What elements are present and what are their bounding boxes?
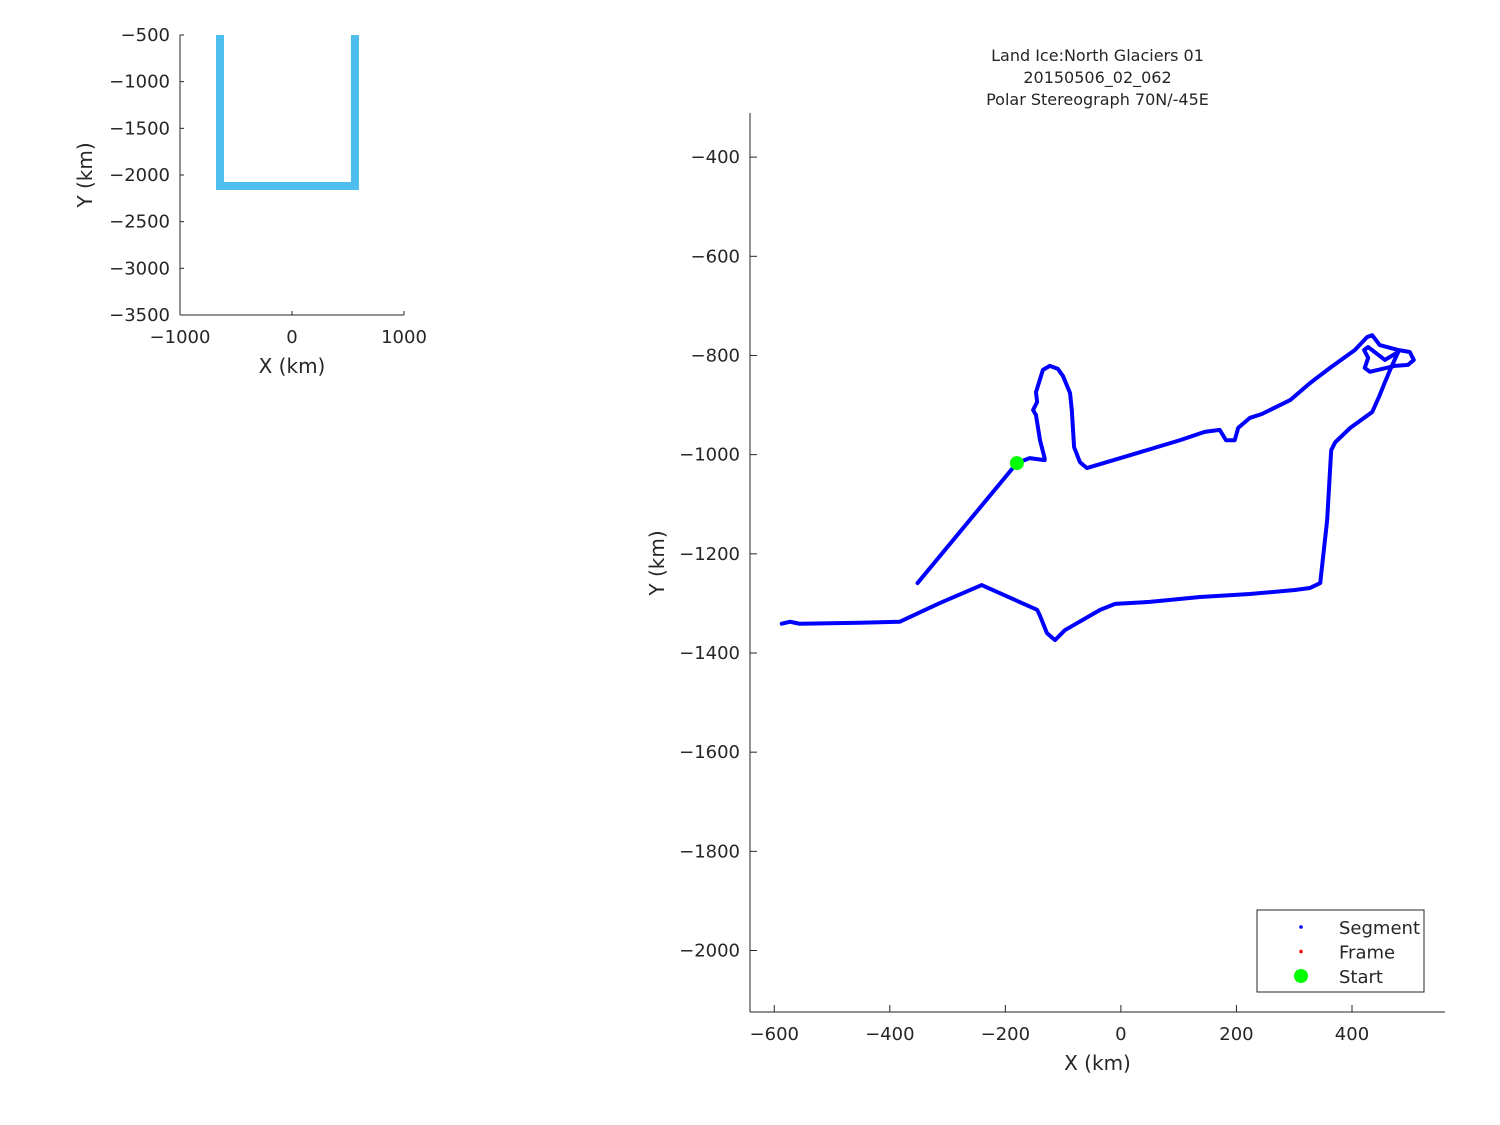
y-tick-label: −2000 [109,165,170,186]
main-axes: −600 −400 −200 0 200 400−2000−1800−1600−1400−… [645,46,1445,1075]
legend-marker-segment [1299,925,1303,929]
y-tick-label: −1400 [679,643,740,664]
y-tick-label: −600 [691,246,740,267]
y-tick-label: −800 [691,345,740,366]
chart-title-line: 20150506_02_062 [1023,68,1171,88]
chart-title-line: Land Ice:North Glaciers 01 [991,46,1204,65]
y-axis-label: Y (km) [73,142,97,208]
y-tick-label: −500 [121,25,170,46]
x-axis-label: X (km) [259,354,326,378]
series-line-0 [215,35,359,191]
x-tick-label: 0 [286,327,297,348]
y-tick-label: −1600 [679,742,740,763]
x-tick-label: −200 [981,1024,1030,1045]
y-tick-label: −1000 [679,445,740,466]
data-layer [779,333,1416,643]
x-tick-label: 400 [1335,1024,1369,1045]
legend-label: Frame [1339,943,1395,964]
y-tick-label: −3500 [109,305,170,326]
x-tick-label: −400 [865,1024,914,1045]
data-layer [215,35,359,191]
legend-box [1256,909,1425,993]
y-tick-label: −2000 [679,941,740,962]
legend-label: Segment [1339,918,1420,939]
chart-title-line: Polar Stereograph 70N/-45E [986,90,1209,109]
y-tick-label: −400 [691,147,740,168]
x-axis-label: X (km) [1064,1051,1131,1075]
y-tick-label: −2500 [109,212,170,233]
x-tick-label: 0 [1115,1024,1126,1045]
inset-axes: −1000 0 1000 −3500 −3000 −2500 −2000 −1500 −1000… [73,25,427,378]
y-tick-label: −1800 [679,841,740,862]
flight-track-0 [779,333,1416,643]
legend-label: Start [1339,967,1383,988]
start-marker [1009,456,1024,471]
legend: Segment Frame Start [1256,909,1425,993]
x-tick-label: 200 [1219,1024,1253,1045]
y-tick-label: −3000 [109,258,170,279]
y-tick-label: −1000 [109,72,170,93]
y-tick-label: −1500 [109,118,170,139]
legend-marker-frame [1299,949,1303,954]
legend-marker-start [1294,969,1308,983]
y-tick-label: −1200 [679,544,740,565]
x-tick-label: 1000 [381,327,427,348]
x-tick-label: −600 [750,1024,799,1045]
x-tick-label: −1000 [150,327,211,348]
y-axis-label: Y (km) [645,530,669,596]
flight-track-1 [915,461,1019,586]
